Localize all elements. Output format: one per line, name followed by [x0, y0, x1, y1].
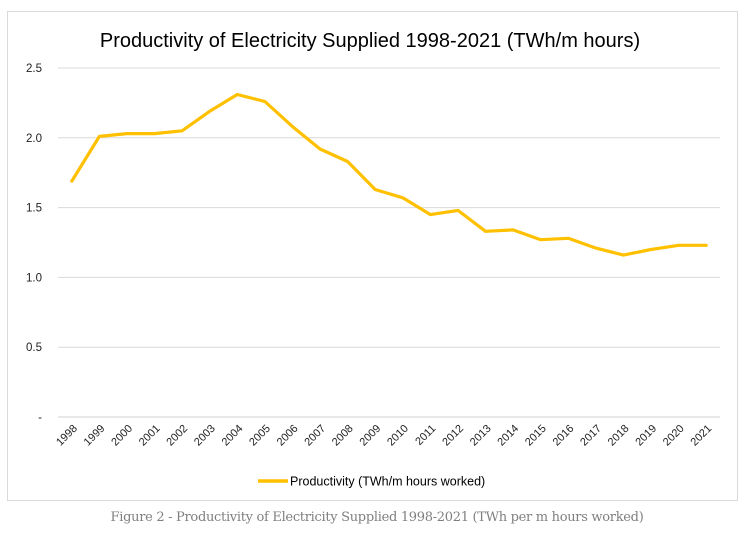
x-tick-label: 2015 — [523, 423, 549, 449]
x-tick-label: 1999 — [82, 423, 108, 449]
x-axis-ticks: 1998 1999 2000 2001 2002 2003 2004 2005 2006 2007… — [54, 423, 714, 449]
x-tick-label: 2016 — [551, 423, 577, 449]
x-tick-label: 2009 — [358, 423, 384, 449]
x-tick-label: 2004 — [220, 423, 246, 449]
x-tick-label: 2021 — [689, 423, 715, 449]
series-line-productivity — [70, 92, 708, 257]
x-tick-label: 2008 — [330, 423, 356, 449]
x-tick-label: 2002 — [164, 423, 190, 449]
x-tick-label: 1998 — [54, 423, 80, 449]
figure-caption: Figure 2 - Productivity of Electricity S… — [110, 510, 644, 525]
y-tick-label: 2.5 — [26, 63, 42, 75]
y-tick-label: 1.0 — [26, 272, 42, 284]
y-tick-label: 2.0 — [26, 133, 42, 145]
x-tick-label: 2018 — [606, 423, 632, 449]
x-tick-label: 2020 — [661, 423, 687, 449]
legend-label: Productivity (TWh/m hours worked) — [290, 475, 485, 489]
x-tick-label: 2014 — [495, 423, 521, 449]
x-tick-label: 2017 — [578, 423, 604, 449]
gridlines — [58, 67, 720, 418]
x-tick-label: 2007 — [302, 423, 328, 449]
y-axis-ticks: - 0.5 1.0 1.5 2.0 2.5 — [26, 63, 42, 424]
x-tick-label: 2005 — [247, 423, 273, 449]
series-group — [70, 92, 708, 257]
chart-title: Productivity of Electricity Supplied 199… — [100, 30, 640, 52]
x-tick-label: 2019 — [633, 423, 659, 449]
y-tick-label: 1.5 — [26, 203, 42, 215]
x-tick-label: 2013 — [468, 423, 494, 449]
legend: Productivity (TWh/m hours worked) — [258, 475, 485, 489]
y-tick-label: 0.5 — [26, 342, 42, 354]
x-tick-label: 2012 — [440, 423, 466, 449]
x-tick-label: 2010 — [385, 423, 411, 449]
x-tick-label: 2003 — [192, 423, 218, 449]
x-tick-label: 2006 — [275, 423, 301, 449]
x-tick-label: 2011 — [413, 423, 438, 448]
x-tick-label: 2000 — [109, 423, 135, 449]
x-tick-label: 2001 — [137, 423, 163, 449]
chart-frame — [7, 11, 738, 501]
y-tick-label: - — [38, 412, 42, 424]
